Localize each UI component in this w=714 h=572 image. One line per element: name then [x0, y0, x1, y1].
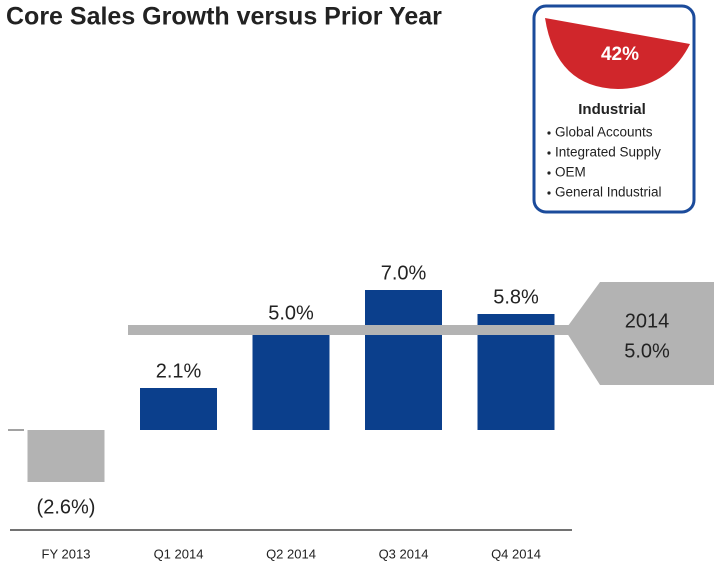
- pie-segment: [545, 18, 690, 89]
- inset-item: Global Accounts: [555, 125, 653, 140]
- bullet: [547, 171, 551, 175]
- value-label: 7.0%: [381, 262, 427, 284]
- x-tick-label: Q3 2014: [379, 546, 429, 561]
- x-tick-label: Q2 2014: [266, 546, 316, 561]
- bullet: [547, 131, 551, 135]
- callout-label: 2014: [625, 310, 670, 332]
- value-label: 2.1%: [156, 360, 202, 382]
- inset-item: OEM: [555, 165, 586, 180]
- callout-value: 5.0%: [624, 340, 670, 362]
- pie-label: 42%: [601, 44, 639, 65]
- callout: [565, 282, 714, 385]
- bar: [365, 290, 442, 430]
- x-tick-label: Q1 2014: [154, 546, 204, 561]
- value-label: 5.8%: [493, 286, 539, 308]
- inset-title: Industrial: [578, 101, 646, 118]
- value-label: 5.0%: [268, 302, 314, 324]
- chart-title: Core Sales Growth versus Prior Year: [6, 3, 442, 31]
- bar: [140, 388, 217, 430]
- inset-item: Integrated Supply: [555, 145, 661, 160]
- value-label: (2.6%): [37, 496, 96, 518]
- bullet: [547, 151, 551, 155]
- bar: [27, 430, 105, 482]
- bullet: [547, 191, 551, 195]
- bar: [252, 330, 330, 430]
- inset-item: General Industrial: [555, 185, 662, 200]
- x-tick-label: FY 2013: [42, 546, 91, 561]
- x-tick-label: Q4 2014: [491, 546, 541, 561]
